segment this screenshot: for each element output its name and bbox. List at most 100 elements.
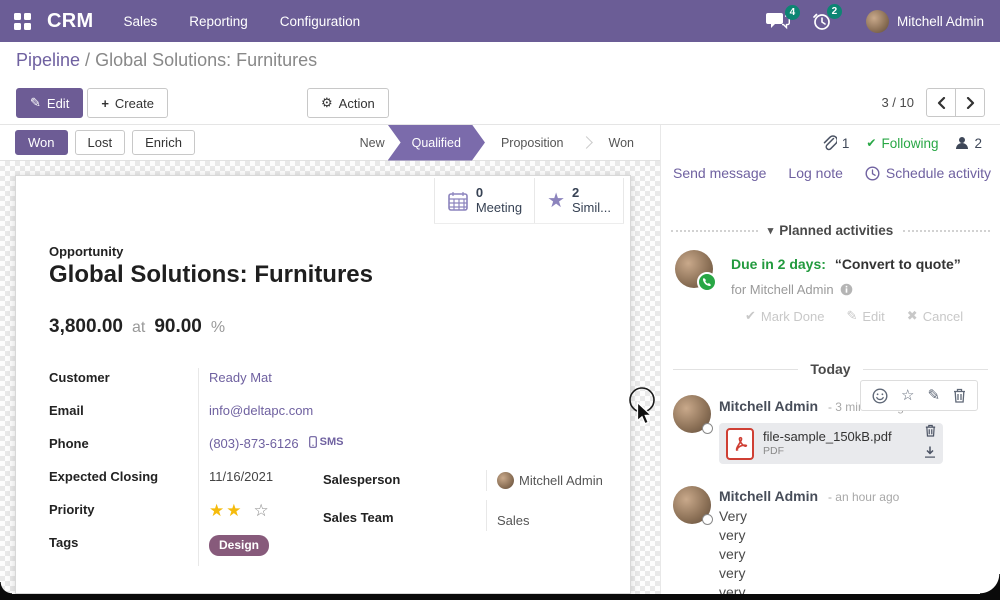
enrich-button[interactable]: Enrich — [132, 130, 195, 155]
stat-buttons: 0 Meeting ★ 2 Simil... — [433, 178, 624, 224]
menu-reporting[interactable]: Reporting — [189, 13, 248, 29]
message-avatar — [673, 486, 713, 525]
pager-previous-button[interactable] — [926, 88, 956, 117]
attachment-card[interactable]: file-sample_150kB.pdf PDF — [719, 423, 943, 464]
sms-button[interactable]: SMS — [308, 436, 343, 448]
messages-icon[interactable]: 4 — [765, 4, 800, 31]
salesperson-value[interactable]: Mitchell Admin — [519, 473, 603, 488]
breadcrumb-separator: / — [80, 50, 96, 70]
right-field-group: Salesperson Mitchell Admin Sales Team Sa… — [323, 470, 619, 532]
attachments-button[interactable]: 1 — [822, 135, 849, 151]
activity-edit-button[interactable]: ✎ Edit — [846, 308, 884, 324]
statusbar-buttons: Won Lost Enrich — [15, 130, 195, 155]
edit-message-button[interactable]: ✎ — [927, 387, 941, 404]
email-value[interactable]: info@deltapc.com — [209, 403, 314, 418]
user-avatar[interactable] — [865, 9, 889, 33]
phone-activity-badge — [697, 272, 717, 292]
activity-cancel-button[interactable]: ✖ Cancel — [907, 308, 963, 324]
add-reaction-button[interactable] — [872, 387, 888, 404]
edit-button[interactable]: ✎ Edit — [16, 88, 84, 118]
salesperson-label: Salesperson — [323, 472, 401, 487]
message-body: Very very very very very — [719, 507, 747, 600]
message-toolbar: ☆ ✎ — [860, 380, 978, 411]
control-panel: Pipeline / Global Solutions: Furnitures … — [0, 42, 1000, 125]
planned-activities-title: Planned activities — [779, 223, 894, 238]
plus-icon: + — [101, 95, 109, 111]
download-icon — [925, 446, 935, 458]
trash-icon — [954, 388, 966, 403]
calendar-icon — [448, 191, 468, 211]
followers-count: 2 — [974, 135, 982, 151]
activity-summary: “Convert to quote” — [834, 256, 961, 272]
phone-label: Phone — [49, 436, 89, 451]
schedule-activity-button[interactable]: Schedule activity — [865, 165, 991, 181]
chatter-panel: 1 ✔ Following 2 Send message Log note Sc… — [660, 125, 1000, 600]
salesperson-cell[interactable]: Mitchell Admin — [486, 470, 619, 492]
at-label: at — [131, 319, 146, 336]
clock-icon — [865, 165, 880, 181]
pager-next-button[interactable] — [955, 88, 985, 117]
breadcrumb-pipeline[interactable]: Pipeline — [16, 50, 81, 70]
phone-value[interactable]: (803)-873-6126 — [209, 436, 299, 451]
person-icon — [956, 137, 969, 149]
send-message-button[interactable]: Send message — [673, 165, 767, 181]
create-button[interactable]: + Create — [87, 88, 168, 118]
user-name[interactable]: Mitchell Admin — [896, 13, 984, 29]
message-author[interactable]: Mitchell Admin — [719, 398, 819, 414]
record-pager: 3 / 10 — [881, 88, 985, 117]
dotted-divider — [671, 229, 758, 232]
customer-label: Customer — [49, 370, 110, 385]
log-note-button[interactable]: Log note — [788, 165, 843, 181]
message-line: Very — [719, 508, 748, 524]
message-line: very — [719, 546, 746, 562]
message-line: very — [719, 565, 746, 581]
priority-stars-filled[interactable]: ★★ — [209, 501, 244, 520]
following-button[interactable]: ✔ Following — [866, 136, 938, 151]
star-message-button[interactable]: ☆ — [900, 387, 915, 404]
planned-activities-header[interactable]: ▾ Planned activities — [661, 223, 1000, 238]
priority-star-empty[interactable]: ☆ — [253, 501, 271, 520]
won-button[interactable]: Won — [15, 130, 68, 155]
action-button[interactable]: ⚙ Action — [307, 88, 389, 118]
tag-design[interactable]: Design — [209, 535, 270, 556]
sales-team-cell[interactable]: Sales — [486, 500, 619, 532]
stage-new[interactable]: New — [359, 135, 385, 150]
menu-configuration[interactable]: Configuration — [279, 13, 361, 29]
message-author[interactable]: Mitchell Admin — [719, 488, 819, 504]
customer-value[interactable]: Ready Mat — [209, 370, 272, 385]
activity-avatar — [675, 250, 717, 292]
expected-revenue: 3,800.00 at 90.00 % — [49, 316, 225, 338]
stage-qualified[interactable]: Qualified — [388, 125, 485, 161]
meetings-label: Meeting — [475, 199, 523, 215]
priority-label: Priority — [49, 502, 95, 517]
create-button-label: Create — [114, 95, 154, 111]
trash-icon — [925, 424, 935, 437]
left-field-group: Customer Ready Mat Email info@deltapc.co… — [49, 368, 389, 566]
divider-line — [862, 368, 989, 370]
breadcrumb-current: Global Solutions: Furnitures — [95, 50, 318, 70]
apps-grid-icon[interactable] — [14, 12, 31, 30]
download-attachment-button[interactable] — [924, 445, 936, 463]
expected-closing-value[interactable]: 11/16/2021 — [209, 469, 274, 484]
check-icon: ✔ — [745, 308, 756, 323]
online-status-icon — [702, 423, 713, 434]
delete-message-button[interactable] — [953, 388, 966, 403]
lost-button[interactable]: Lost — [74, 130, 126, 155]
mobile-icon — [308, 436, 317, 448]
stage-chevron-icon — [579, 136, 593, 149]
sales-team-value[interactable]: Sales — [497, 513, 530, 529]
stage-proposition[interactable]: Proposition — [500, 135, 564, 150]
similar-stat-button[interactable]: ★ 2 Simil... — [534, 178, 624, 223]
app-brand[interactable]: CRM — [47, 9, 94, 32]
meetings-stat-button[interactable]: 0 Meeting — [433, 178, 534, 223]
activities-icon[interactable]: 2 — [812, 4, 842, 31]
pager-count: 3 / 10 — [881, 95, 914, 110]
menu-sales[interactable]: Sales — [123, 13, 158, 29]
opportunity-title: Global Solutions: Furnitures — [49, 261, 373, 288]
followers-button[interactable]: 2 — [955, 136, 982, 151]
pdf-file-icon — [726, 427, 754, 460]
delete-attachment-button[interactable] — [925, 424, 936, 442]
mark-done-button[interactable]: ✔ Mark Done — [745, 308, 824, 324]
stage-won[interactable]: Won — [608, 135, 634, 150]
meetings-count: 0 — [475, 184, 484, 200]
